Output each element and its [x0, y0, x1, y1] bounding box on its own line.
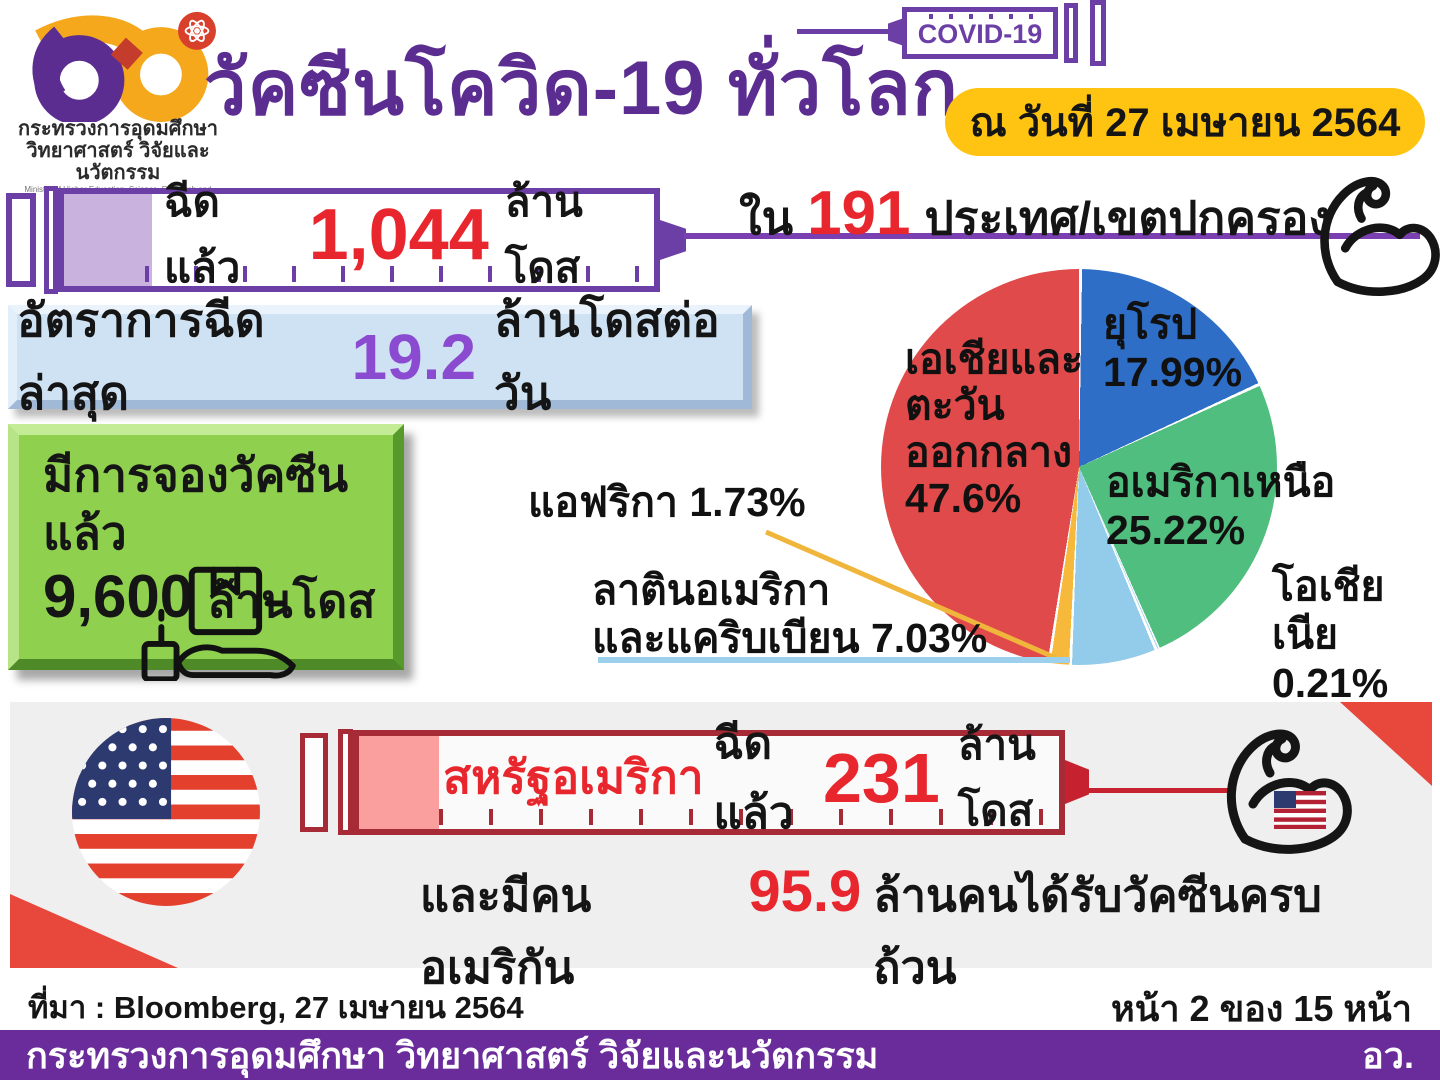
countries-count-line: ใน 191 ประเทศ/เขตปกครอง: [735, 178, 1335, 255]
fully-prefix: และมีคนอเมริกัน: [420, 870, 592, 993]
pie-label-asia-middle-east: เอเชียและ ตะวัน ออกกลาง 47.6%: [905, 336, 1084, 521]
countries-value: 191: [807, 179, 911, 248]
countries-prefix: ใน: [739, 192, 794, 244]
us-flag: [70, 716, 262, 908]
pie-label-africa: แอฟริกา 1.73%: [528, 479, 806, 525]
fully-suffix: ล้านคนได้รับวัคซีนครบถ้วน: [873, 870, 1322, 993]
source-citation: ที่มา : Bloomberg, 27 เมษายน 2564: [28, 990, 524, 1025]
usa-fully-vaccinated-line: และมีคนอเมริกัน 95.9 ล้านคนได้รับวัคซีนค…: [420, 858, 1390, 1003]
syringe-needle-line: [684, 233, 1420, 239]
atom-icon: [178, 11, 216, 50]
page-title: วัคซีนโควิด-19 ทั่วโลก: [204, 46, 959, 131]
countries-suffix: ประเทศ/เขตปกครอง: [924, 192, 1331, 244]
usa-syringe-barrel: สหรัฐอเมริกา ฉีดแล้ว 231 ล้านโดส: [353, 719, 1065, 838]
package-delivery-icon: [127, 563, 307, 681]
footer-ministry-name: กระทรวงการอุดมศึกษา วิทยาศาสตร์ วิจัยและ…: [26, 1034, 879, 1076]
vaccination-rate-box: อัตราการฉีดล่าสุด 19.2 ล้านโดสต่อวัน: [8, 294, 752, 419]
usa-syringe-needle-line: [1088, 788, 1228, 793]
muscle-arm-icon: [1306, 162, 1440, 302]
fully-value: 95.9: [748, 859, 862, 924]
rate-value: 19.2: [351, 321, 477, 393]
usa-country-label: สหรัฐอเมริกา: [443, 751, 704, 803]
ministry-name-th1: กระทรวงการอุดมศึกษา: [18, 118, 218, 140]
reserved-label: มีการจองวัคซีนแล้ว: [43, 449, 349, 559]
reserved-doses-box: มีการจองวัคซีนแล้ว 9,600 ล้านโดส: [8, 424, 404, 681]
ministry-footer-bar: กระทรวงการอุดมศึกษา วิทยาศาสตร์ วิจัยและ…: [0, 1030, 1440, 1080]
ministry-logo: [22, 10, 222, 122]
reserved-value: 9,600: [43, 563, 194, 630]
page-indicator: หน้า 2 ของ 15 หน้า: [1111, 988, 1412, 1029]
usa-injected-value: 231: [822, 738, 940, 817]
injected-unit: ล้านโดส: [504, 178, 583, 291]
syringe-plunger-cap: [6, 193, 36, 287]
usa-injected-unit: ล้านโดส: [957, 720, 1036, 834]
small-us-flag: [1274, 791, 1326, 829]
syringe-barrel: ฉีดแล้ว 1,044 ล้านโดส: [58, 178, 660, 292]
covid-19-label: COVID-19: [907, 19, 1053, 50]
rate-suffix: ล้านโดสต่อวัน: [494, 294, 720, 419]
usa-injected-label: ฉีดแล้ว: [713, 718, 794, 838]
pie-label-europe: ยุโรป 17.99%: [1103, 301, 1243, 396]
rate-prefix: อัตราการฉีดล่าสุด: [17, 294, 265, 419]
covid-syringe-needle: [797, 29, 893, 34]
ministry-name-th2: วิทยาศาสตร์ วิจัยและนวัตกรรม: [26, 140, 210, 184]
injected-label: ฉีดแล้ว: [164, 178, 241, 291]
pie-label-north-america: อเมริกาเหนือ 25.22%: [1106, 459, 1336, 554]
muscle-arm-us-flag-icon: [1212, 716, 1352, 866]
pie-label-oceania: โอเชียเนีย 0.21%: [1272, 563, 1389, 706]
ministry-logo-mark: [32, 11, 216, 122]
footer-ministry-abbr: อว.: [1362, 1034, 1414, 1076]
date-badge: ณ วันที่ 27 เมษายน 2564: [945, 88, 1425, 156]
pie-label-latin-america: ลาตินอเมริกา และแคริบเบียน 7.03%: [592, 567, 988, 662]
injected-value: 1,044: [308, 195, 489, 275]
